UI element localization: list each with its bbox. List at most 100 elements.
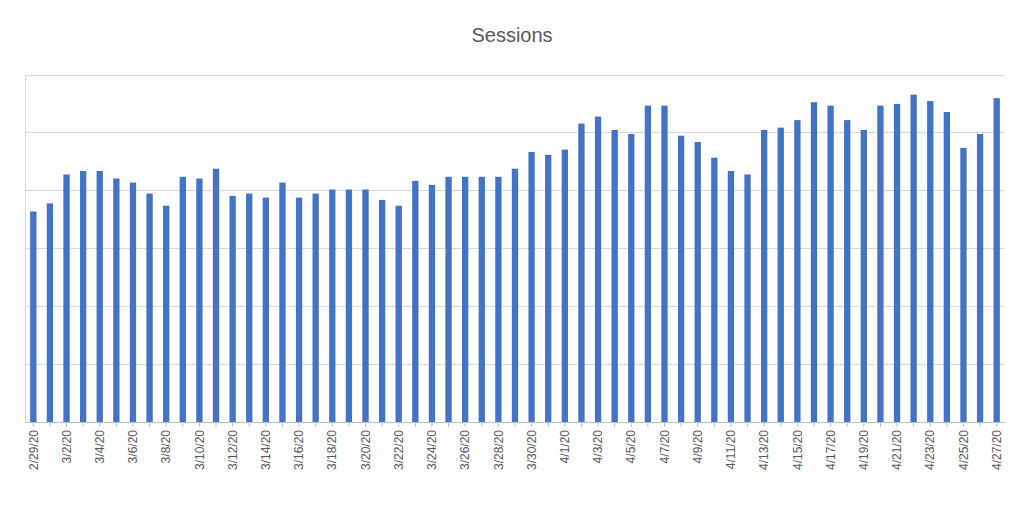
bar <box>146 194 152 422</box>
x-tick-mark <box>598 422 599 427</box>
bar <box>113 179 119 422</box>
plot: 2/29/20 3/2/20 3/4/20 3/6/20 3/8/20 3/10/20 3/… <box>25 75 1006 470</box>
x-tick-mark <box>66 422 67 427</box>
x-tick-label: 3/4/20 <box>93 430 107 464</box>
x-tick-mark <box>382 422 383 427</box>
x-tick: 3/22/20 <box>392 422 406 470</box>
x-tick-label: 3/28/20 <box>492 430 506 470</box>
grid <box>25 75 1005 422</box>
x-tick-label: 3/12/20 <box>226 430 240 470</box>
x-tick-label: 3/14/20 <box>259 430 273 470</box>
x-tick-mark <box>232 422 233 427</box>
x-tick-label: 4/5/20 <box>624 430 638 464</box>
x-tick-mark <box>963 422 964 427</box>
bar <box>994 98 1000 422</box>
x-tick <box>315 422 316 427</box>
bar <box>479 177 485 422</box>
bar <box>462 177 468 422</box>
bar <box>744 174 750 422</box>
bar <box>80 171 86 422</box>
x-tick-label: 4/25/20 <box>957 430 971 470</box>
bar <box>844 120 850 422</box>
x-tick-mark <box>531 422 532 427</box>
x-tick-mark <box>548 422 549 427</box>
bar <box>30 211 36 422</box>
x-tick-mark <box>631 422 632 427</box>
x-tick-mark <box>764 422 765 427</box>
x-tick: 4/25/20 <box>957 422 971 470</box>
bar <box>811 102 817 422</box>
x-tick-label: 3/2/20 <box>60 430 74 464</box>
x-tick: 3/28/20 <box>492 422 506 470</box>
x-tick <box>880 422 881 427</box>
bar <box>894 104 900 422</box>
x-tick <box>548 422 549 427</box>
x-tick-mark <box>415 422 416 427</box>
bar <box>329 190 335 422</box>
bar <box>263 198 269 422</box>
x-tick <box>382 422 383 427</box>
x-tick <box>83 422 84 427</box>
x-tick: 2/29/20 <box>27 422 41 470</box>
x-tick: 4/9/20 <box>691 422 705 463</box>
bar <box>313 194 319 422</box>
x-tick-mark <box>747 422 748 427</box>
x-tick-label: 3/22/20 <box>392 430 406 470</box>
chart: Sessions2/29/203/2/203/4/203/6/203/8/203… <box>0 0 1024 510</box>
x-tick-mark <box>780 422 781 427</box>
x-tick <box>714 422 715 427</box>
bar <box>63 174 69 422</box>
x-tick <box>847 422 848 427</box>
x-tick-mark <box>946 422 947 427</box>
x-tick-mark <box>847 422 848 427</box>
bar <box>711 158 717 422</box>
bar <box>977 134 983 422</box>
x-tick-mark <box>714 422 715 427</box>
bar <box>229 196 235 422</box>
x-tick-mark <box>249 422 250 427</box>
bar <box>761 130 767 422</box>
x-tick-label: 3/18/20 <box>325 430 339 470</box>
x-tick-mark <box>99 422 100 427</box>
x-tick-label: 3/8/20 <box>159 430 173 464</box>
x-tick-mark <box>863 422 864 427</box>
x-tick-label: 3/30/20 <box>525 430 539 470</box>
bar <box>628 134 634 422</box>
x-tick-mark <box>33 422 34 427</box>
x-tick-label: 4/9/20 <box>691 430 705 464</box>
bar <box>645 106 651 422</box>
x-tick <box>415 422 416 427</box>
x-tick: 3/26/20 <box>458 422 472 470</box>
bar <box>678 136 684 422</box>
x-tick <box>149 422 150 427</box>
bar <box>944 112 950 422</box>
x-tick <box>980 422 981 427</box>
x-tick <box>647 422 648 427</box>
x-tick: 4/27/20 <box>990 422 1004 470</box>
x-tick-mark <box>813 422 814 427</box>
bar <box>877 106 883 422</box>
x-tick: 4/17/20 <box>824 422 838 470</box>
y-axis <box>25 76 27 423</box>
x-tick: 3/24/20 <box>425 422 439 470</box>
bar <box>612 130 618 422</box>
x-tick-mark <box>980 422 981 427</box>
grid-line <box>25 132 1005 133</box>
x-tick <box>182 422 183 427</box>
x-tick: 3/6/20 <box>126 422 140 463</box>
x-tick: 4/21/20 <box>890 422 904 470</box>
x-tick: 3/18/20 <box>325 422 339 470</box>
x-tick-mark <box>830 422 831 427</box>
x-tick: 3/10/20 <box>193 422 207 470</box>
y-axis-line <box>25 76 26 423</box>
bar <box>595 117 601 422</box>
x-tick-label: 3/10/20 <box>193 430 207 470</box>
x-tick-mark <box>880 422 881 427</box>
x-tick-mark <box>697 422 698 427</box>
bar <box>196 179 202 422</box>
x-tick: 4/23/20 <box>923 422 937 470</box>
bar <box>47 203 53 422</box>
x-tick <box>515 422 516 427</box>
x-tick-mark <box>515 422 516 427</box>
bar <box>695 142 701 422</box>
